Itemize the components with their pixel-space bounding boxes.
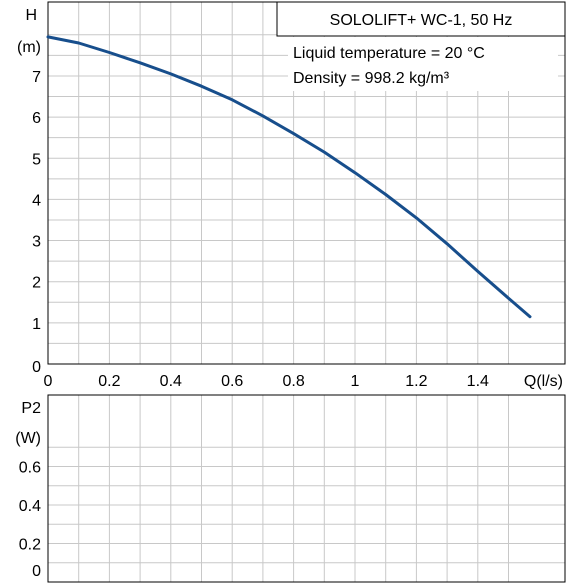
flow-tick-label: 0 <box>44 373 53 390</box>
title-box <box>276 1 566 37</box>
flow-tick-label: 0.6 <box>221 373 243 390</box>
chart-title: SOLOLIFT+ WC-1, 50 Hz <box>330 12 513 29</box>
head-tick-label: 2 <box>32 275 41 292</box>
flow-x-ticks: 0 0.2 0.4 0.6 0.8 1 1.2 1.4 <box>44 373 489 390</box>
power-grid <box>48 395 565 582</box>
flow-tick-label: 0.4 <box>160 373 182 390</box>
head-tick-label: 4 <box>32 192 41 209</box>
head-tick-label: 1 <box>32 316 41 333</box>
annotation-background <box>288 37 558 91</box>
flow-tick-label: 1.4 <box>467 373 489 390</box>
head-axis-label: H <box>25 7 37 24</box>
head-tick-label: 5 <box>32 151 41 168</box>
head-curve-line <box>46 35 532 319</box>
power-tick-label: 0 <box>32 563 41 580</box>
head-tick-label: 0 <box>32 359 41 376</box>
head-tick-label: 7 <box>32 69 41 86</box>
power-tick-label: 0.6 <box>19 460 41 477</box>
power-tick-label: 0.2 <box>19 537 41 554</box>
head-y-ticks: 0 1 2 3 4 5 6 7 <box>32 69 41 376</box>
power-chart: 0 0.2 0.4 0.6 P2 (W) <box>15 394 566 583</box>
flow-tick-label: 1 <box>351 373 360 390</box>
head-tick-label: 6 <box>32 110 41 127</box>
power-y-ticks: 0 0.2 0.4 0.6 <box>19 460 41 581</box>
density-annotation: Density = 998.2 kg/m³ <box>293 70 450 87</box>
flow-axis-label: Q(l/s) <box>524 373 563 390</box>
power-tick-label: 0.4 <box>19 498 41 515</box>
power-axis-unit: (W) <box>15 430 41 447</box>
head-chart: 0 1 2 3 4 5 6 7 0 0.2 0.4 0.6 0.8 1 1.2 1.4 H (m) Q(l/… <box>17 1 566 390</box>
flow-tick-label: 0.8 <box>282 373 304 390</box>
power-plot-frame <box>47 394 566 583</box>
head-tick-label: 3 <box>32 234 41 251</box>
flow-tick-label: 1.2 <box>405 373 427 390</box>
flow-tick-label: 0.2 <box>98 373 120 390</box>
head-axis-unit: (m) <box>17 39 41 56</box>
liquid-temperature-annotation: Liquid temperature = 20 °C <box>293 45 485 62</box>
power-axis-label: P2 <box>21 400 41 417</box>
